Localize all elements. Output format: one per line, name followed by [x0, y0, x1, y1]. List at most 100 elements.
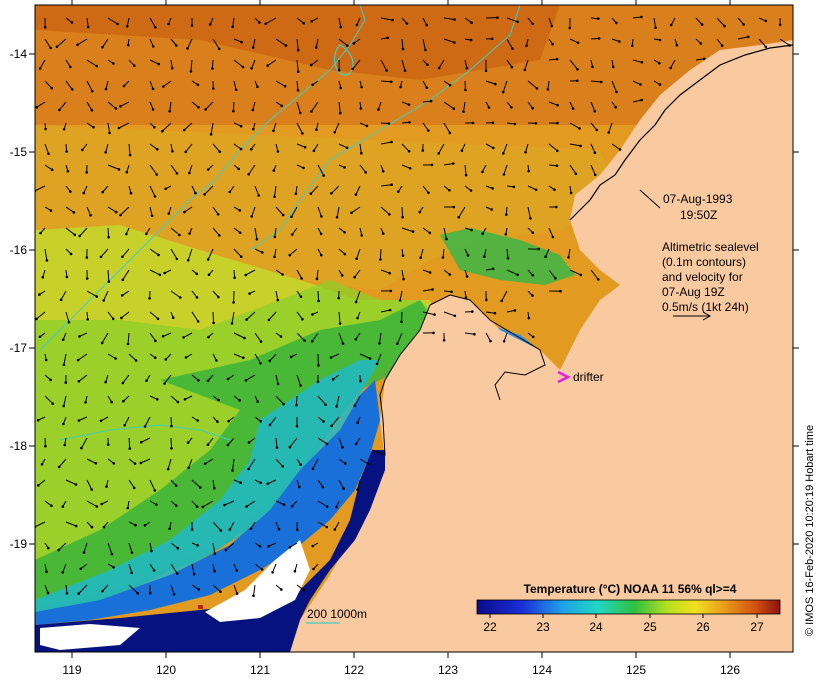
velocity-arrow-icon: [338, 269, 344, 277]
velocity-arrow-icon: [317, 395, 327, 407]
velocity-arrow-icon: [233, 206, 242, 212]
y-tick-label: -17: [10, 341, 28, 355]
velocity-arrow-icon: [290, 500, 298, 508]
velocity-arrow-icon: [548, 185, 556, 191]
velocity-arrow-icon: [65, 479, 78, 486]
depth-contour-label: 200 1000m: [307, 607, 367, 621]
velocity-arrow-icon: [65, 227, 77, 237]
velocity-arrow-icon: [290, 227, 298, 236]
velocity-arrow-icon: [375, 353, 382, 366]
velocity-arrow-icon: [380, 122, 391, 125]
velocity-arrow-icon: [288, 542, 298, 549]
velocity-arrow-icon: [254, 353, 262, 365]
velocity-arrow-icon: [295, 417, 299, 428]
velocity-arrow-icon: [524, 143, 529, 154]
velocity-arrow-icon: [104, 143, 109, 154]
sealevel-contour-3: [59, 424, 231, 441]
velocity-arrow-icon: [335, 500, 340, 509]
velocity-arrow-icon: [354, 185, 361, 196]
velocity-arrow-icon: [128, 563, 133, 574]
velocity-arrow-icon: [233, 269, 236, 280]
velocity-arrow-icon: [716, 38, 724, 47]
velocity-arrow-icon: [272, 122, 277, 133]
velocity-arrow-icon: [254, 248, 264, 254]
velocity-arrow-icon: [107, 458, 116, 465]
velocity-arrow-icon: [170, 395, 180, 404]
velocity-arrow-icon: [485, 267, 495, 271]
velocity-arrow-icon: [527, 164, 530, 173]
ocean-blue-band: [35, 380, 380, 625]
velocity-arrow-icon: [189, 59, 193, 73]
velocity-arrow-icon: [65, 59, 72, 69]
velocity-arrow-icon: [149, 185, 157, 198]
velocity-arrow-icon: [401, 59, 407, 72]
velocity-arrow-icon: [203, 458, 214, 466]
velocity-arrow-icon: [145, 374, 151, 383]
velocity-arrow-icon: [223, 500, 235, 507]
velocity-arrow-icon: [333, 521, 340, 531]
velocity-arrow-icon: [359, 143, 363, 155]
velocity-arrow-icon: [148, 584, 152, 595]
velocity-arrow-icon: [631, 38, 634, 48]
velocity-arrow-icon: [422, 122, 430, 132]
velocity-arrow-icon: [527, 332, 535, 339]
velocity-arrow-icon: [359, 164, 368, 174]
velocity-arrow-icon: [275, 374, 280, 386]
cloud-gap: [205, 540, 310, 622]
velocity-arrow-icon: [191, 101, 200, 109]
velocity-arrow-icon: [57, 458, 67, 469]
velocity-arrow-icon: [443, 269, 452, 276]
velocity-arrow-icon: [352, 38, 361, 45]
velocity-arrow-icon: [252, 584, 256, 597]
velocity-arrow-icon: [418, 206, 424, 214]
colorbar-tick-label: 24: [589, 620, 603, 634]
velocity-arrow-icon: [36, 416, 46, 422]
velocity-arrow-icon: [37, 479, 46, 487]
velocity-arrow-icon: [338, 332, 345, 345]
velocity-arrow-icon: [267, 311, 277, 322]
velocity-arrow-icon: [422, 331, 435, 335]
velocity-arrow-icon: [273, 248, 277, 259]
velocity-arrow-icon: [758, 17, 768, 23]
velocity-arrow-icon: [380, 80, 393, 84]
velocity-arrow-icon: [315, 122, 319, 131]
velocity-arrow-icon: [422, 80, 429, 89]
velocity-arrow-icon: [309, 59, 319, 67]
velocity-arrow-icon: [167, 17, 172, 26]
velocity-arrow-icon: [460, 143, 466, 152]
velocity-arrow-icon: [224, 542, 235, 552]
velocity-arrow-icon: [500, 290, 508, 303]
velocity-arrow-icon: [275, 290, 280, 302]
velocity-arrow-icon: [233, 584, 239, 595]
velocity-arrow-icon: [464, 80, 467, 92]
velocity-arrow-icon: [191, 290, 199, 299]
velocity-arrow-icon: [401, 101, 411, 106]
velocity-arrow-icon: [653, 38, 662, 42]
velocity-arrow-icon: [422, 288, 434, 292]
velocity-arrow-icon: [212, 290, 220, 299]
velocity-arrow-icon: [38, 290, 46, 296]
velocity-arrow-icon: [117, 122, 130, 130]
velocity-arrow-icon: [57, 542, 67, 552]
velocity-arrow-icon: [149, 269, 162, 277]
velocity-arrow-icon: [778, 17, 782, 27]
velocity-arrow-icon: [122, 395, 130, 403]
velocity-arrow-icon: [149, 353, 157, 360]
velocity-arrow-icon: [355, 248, 361, 261]
velocity-arrow-icon: [548, 101, 559, 107]
velocity-arrow-icon: [273, 227, 277, 239]
velocity-arrow-icon: [233, 59, 245, 69]
velocity-arrow-icon: [101, 38, 109, 49]
axis-ticks: [29, 0, 799, 658]
velocity-arrow-icon: [296, 311, 304, 321]
velocity-arrow-icon: [505, 206, 508, 216]
velocity-arrow-icon: [107, 395, 113, 404]
velocity-arrow-icon: [442, 332, 446, 342]
velocity-arrow-icon: [338, 17, 343, 29]
land-mass: [290, 5, 793, 652]
velocity-arrow-icon: [354, 290, 361, 304]
velocity-arrow-icon: [125, 17, 130, 28]
velocity-arrow-icon: [233, 164, 240, 171]
velocity-arrow-icon: [149, 80, 155, 91]
